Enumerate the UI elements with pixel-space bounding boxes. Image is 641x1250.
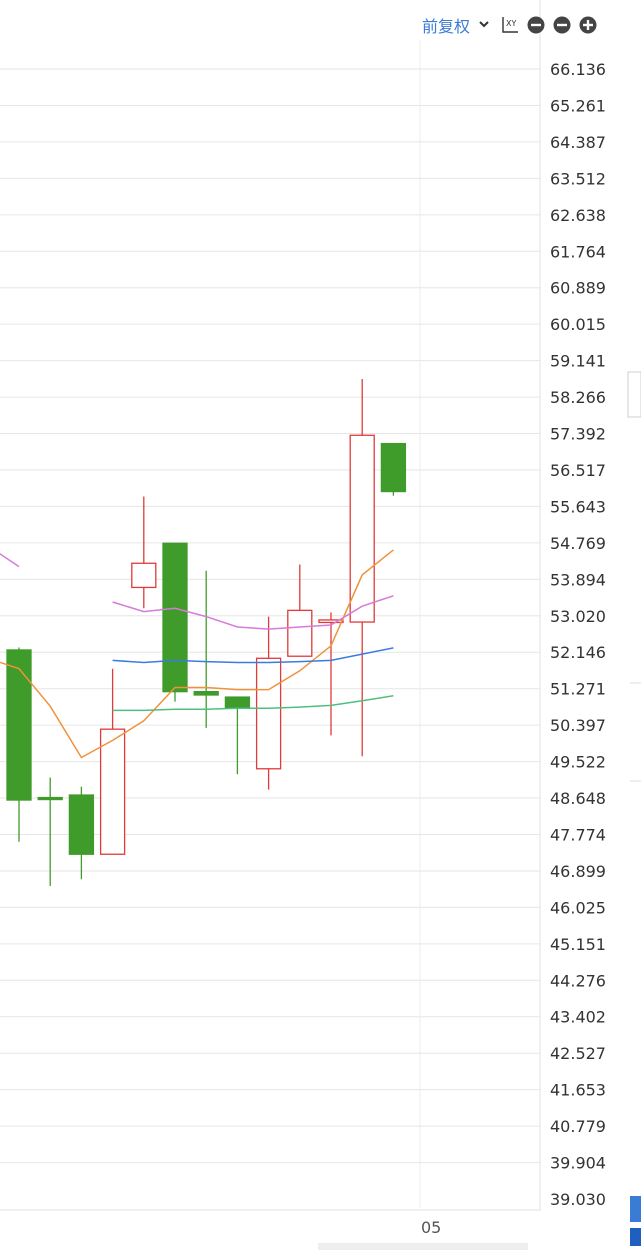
side-panel-tab: [630, 1196, 641, 1222]
candle-up: [318, 619, 344, 624]
candle-down: [193, 691, 219, 696]
side-panel-fragment: [627, 371, 641, 418]
plus-circle-icon[interactable]: [578, 15, 598, 35]
y-tick-label: 44.276: [550, 971, 606, 990]
y-tick-label: 41.653: [550, 1081, 606, 1100]
y-tick-label: 48.648: [550, 789, 606, 808]
price-adjust-label: 前复权: [422, 17, 471, 36]
x-tick-label: 05: [421, 1218, 441, 1237]
y-tick-label: 39.904: [550, 1154, 606, 1173]
candle-down: [224, 696, 251, 709]
y-tick-label: 39.030: [550, 1190, 606, 1209]
y-tick-label: 40.779: [550, 1117, 606, 1136]
y-tick-label: 59.141: [550, 352, 606, 371]
candle-up: [99, 728, 126, 855]
scrollbar-track: [318, 1243, 528, 1250]
chart-toolbar: 前复权 XY: [418, 10, 598, 40]
candle-up: [349, 434, 375, 623]
ma-line: [112, 595, 394, 630]
side-panel-tab: [630, 1228, 641, 1246]
y-tick-label: 57.392: [550, 425, 606, 444]
chevron-down-icon: [478, 18, 490, 33]
price-adjust-select[interactable]: 前复权: [418, 13, 494, 37]
y-tick-label: 66.136: [550, 60, 606, 79]
y-tick-label: 63.512: [550, 169, 606, 188]
candle-up: [131, 562, 157, 589]
y-tick-label: 58.266: [550, 388, 606, 407]
svg-text:XY: XY: [506, 19, 516, 28]
y-tick-label: 53.894: [550, 570, 606, 589]
y-tick-label: 62.638: [550, 206, 606, 225]
candle-down: [68, 794, 95, 855]
y-tick-label: 55.643: [550, 497, 606, 516]
y-tick-label: 49.522: [550, 753, 606, 772]
ma-line: [112, 647, 394, 664]
candle-down: [6, 649, 32, 801]
y-tick-label: 46.025: [550, 898, 606, 917]
y-tick-label: 56.517: [550, 461, 606, 480]
candle-down: [162, 542, 188, 693]
y-tick-label: 47.774: [550, 825, 606, 844]
y-tick-label: 60.015: [550, 315, 606, 334]
candle-down: [37, 796, 63, 801]
y-tick-label: 65.261: [550, 96, 606, 115]
minus-circle-icon[interactable]: [552, 15, 572, 35]
y-tick-label: 61.764: [550, 242, 606, 261]
candle-up: [255, 657, 282, 770]
candle-up: [287, 609, 313, 657]
y-tick-label: 54.769: [550, 534, 606, 553]
y-tick-label: 51.271: [550, 680, 606, 699]
candle-down: [380, 442, 407, 493]
y-tick-label: 50.397: [550, 716, 606, 735]
ma-line: [0, 552, 20, 568]
y-tick-label: 64.387: [550, 133, 606, 152]
minus-circle-icon[interactable]: [526, 15, 546, 35]
y-tick-label: 45.151: [550, 935, 606, 954]
y-tick-label: 53.020: [550, 607, 606, 626]
y-tick-label: 43.402: [550, 1008, 606, 1027]
xy-axis-icon[interactable]: XY: [500, 15, 520, 35]
y-tick-label: 52.146: [550, 643, 606, 662]
y-tick-label: 42.527: [550, 1044, 606, 1063]
ma-line: [112, 695, 394, 712]
ma-line: [0, 549, 394, 759]
y-tick-label: 46.899: [550, 862, 606, 881]
y-tick-label: 60.889: [550, 279, 606, 298]
